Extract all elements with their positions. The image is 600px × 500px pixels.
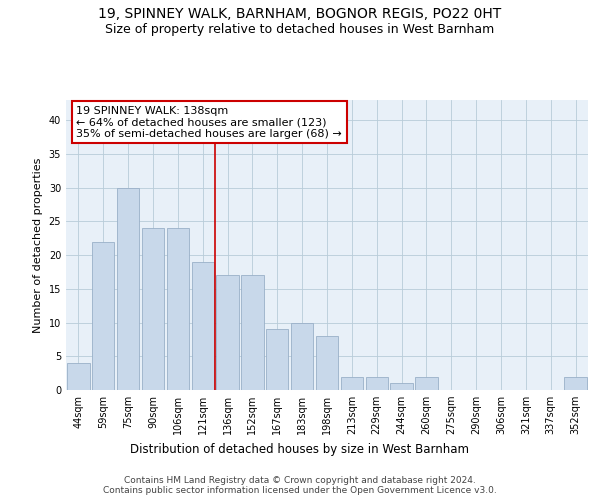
- Bar: [391, 384, 413, 390]
- Bar: [316, 336, 338, 390]
- Bar: [142, 228, 164, 390]
- Bar: [191, 262, 214, 390]
- Text: Distribution of detached houses by size in West Barnham: Distribution of detached houses by size …: [131, 442, 470, 456]
- Bar: [217, 276, 239, 390]
- Bar: [117, 188, 139, 390]
- Bar: [365, 376, 388, 390]
- Text: 19 SPINNEY WALK: 138sqm
← 64% of detached houses are smaller (123)
35% of semi-d: 19 SPINNEY WALK: 138sqm ← 64% of detache…: [76, 106, 342, 139]
- Text: Size of property relative to detached houses in West Barnham: Size of property relative to detached ho…: [106, 22, 494, 36]
- Bar: [92, 242, 115, 390]
- Bar: [67, 363, 89, 390]
- Bar: [241, 276, 263, 390]
- Text: Contains HM Land Registry data © Crown copyright and database right 2024.
Contai: Contains HM Land Registry data © Crown c…: [103, 476, 497, 495]
- Bar: [415, 376, 437, 390]
- Bar: [266, 330, 289, 390]
- Text: 19, SPINNEY WALK, BARNHAM, BOGNOR REGIS, PO22 0HT: 19, SPINNEY WALK, BARNHAM, BOGNOR REGIS,…: [98, 8, 502, 22]
- Bar: [291, 322, 313, 390]
- Bar: [565, 376, 587, 390]
- Bar: [167, 228, 189, 390]
- Y-axis label: Number of detached properties: Number of detached properties: [33, 158, 43, 332]
- Bar: [341, 376, 363, 390]
